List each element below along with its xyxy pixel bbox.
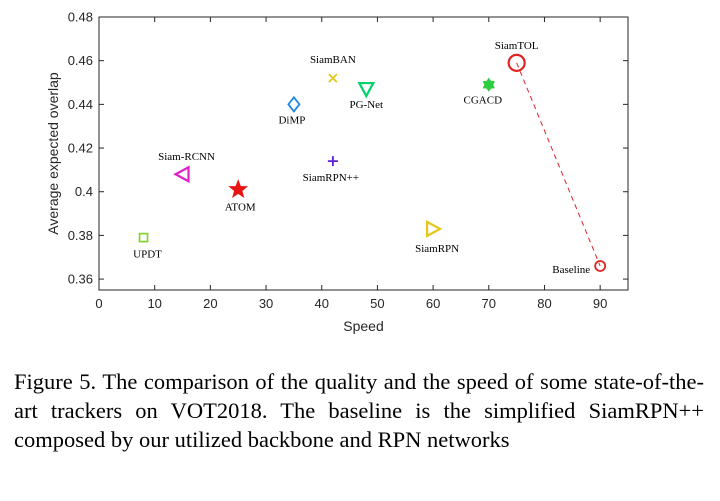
y-tick-label: 0.48 [68,10,93,25]
y-tick-label: 0.42 [68,141,93,156]
point-labels-layer: SiamBAN PG-Net DiMP SiamTOL CGACD SiamRPN++ Si… [133,40,590,276]
marker-updt [138,232,149,243]
x-tick-label: 0 [95,296,102,311]
connector-layer [516,62,601,267]
label-pg-net: PG-Net [349,99,383,111]
label-baseline: Baseline [552,264,590,276]
points-layer [138,53,607,272]
y-tick-label: 0.46 [68,53,93,68]
y-tick-label: 0.38 [68,228,93,243]
figure-caption: Figure 5. The comparison of the quality … [14,369,704,452]
y-axis-label: Average expected overlap [45,72,61,235]
marker-siamrpn [327,156,338,167]
label-siam-rcnn: Siam-RCNN [158,151,215,163]
marker-siamban [328,73,338,83]
marker-siam-rcnn [173,165,190,184]
label-cgacd: CGACD [464,95,503,107]
label-dimp: DiMP [278,114,305,126]
marker-cgacd [482,77,495,92]
axis-ticks: 0 10 20 30 40 50 60 70 80 90 0.36 0.38 0.4 0.42 0.44 0.… [68,10,628,311]
marker-baseline [594,260,607,272]
y-tick-label: 0.36 [68,272,93,287]
x-tick-label: 20 [203,296,217,311]
marker-siamtol [507,53,526,72]
marker-pg-net [357,81,376,99]
marker-dimp [287,95,301,113]
label-atom: ATOM [225,202,256,214]
label-siamrpn: SiamRPN [415,243,459,255]
x-tick-label: 90 [593,296,607,311]
plot-border [98,16,629,291]
x-tick-label: 30 [259,296,273,311]
x-tick-label: 50 [370,296,384,311]
x-tick-label: 80 [537,296,551,311]
scatter-chart: 0 10 20 30 40 50 60 70 80 90 0.36 0.38 0.4 0.42 0.44 0.… [45,10,629,334]
baseline-connector [516,62,601,267]
y-tick-label: 0.4 [75,184,93,199]
x-tick-label: 40 [315,296,329,311]
label-siamtol: SiamTOL [495,40,539,52]
label-siamban: SiamBAN [310,54,356,66]
x-axis-label: Speed [343,318,383,334]
x-tick-label: 70 [482,296,496,311]
label-siamrpn: SiamRPN++ [303,172,359,184]
x-tick-label: 60 [426,296,440,311]
x-tick-label: 10 [147,296,161,311]
y-tick-label: 0.44 [68,97,93,112]
marker-atom [228,179,249,198]
plot-frame [98,16,629,291]
label-updt: UPDT [133,249,162,261]
marker-siamrpn [426,220,443,238]
